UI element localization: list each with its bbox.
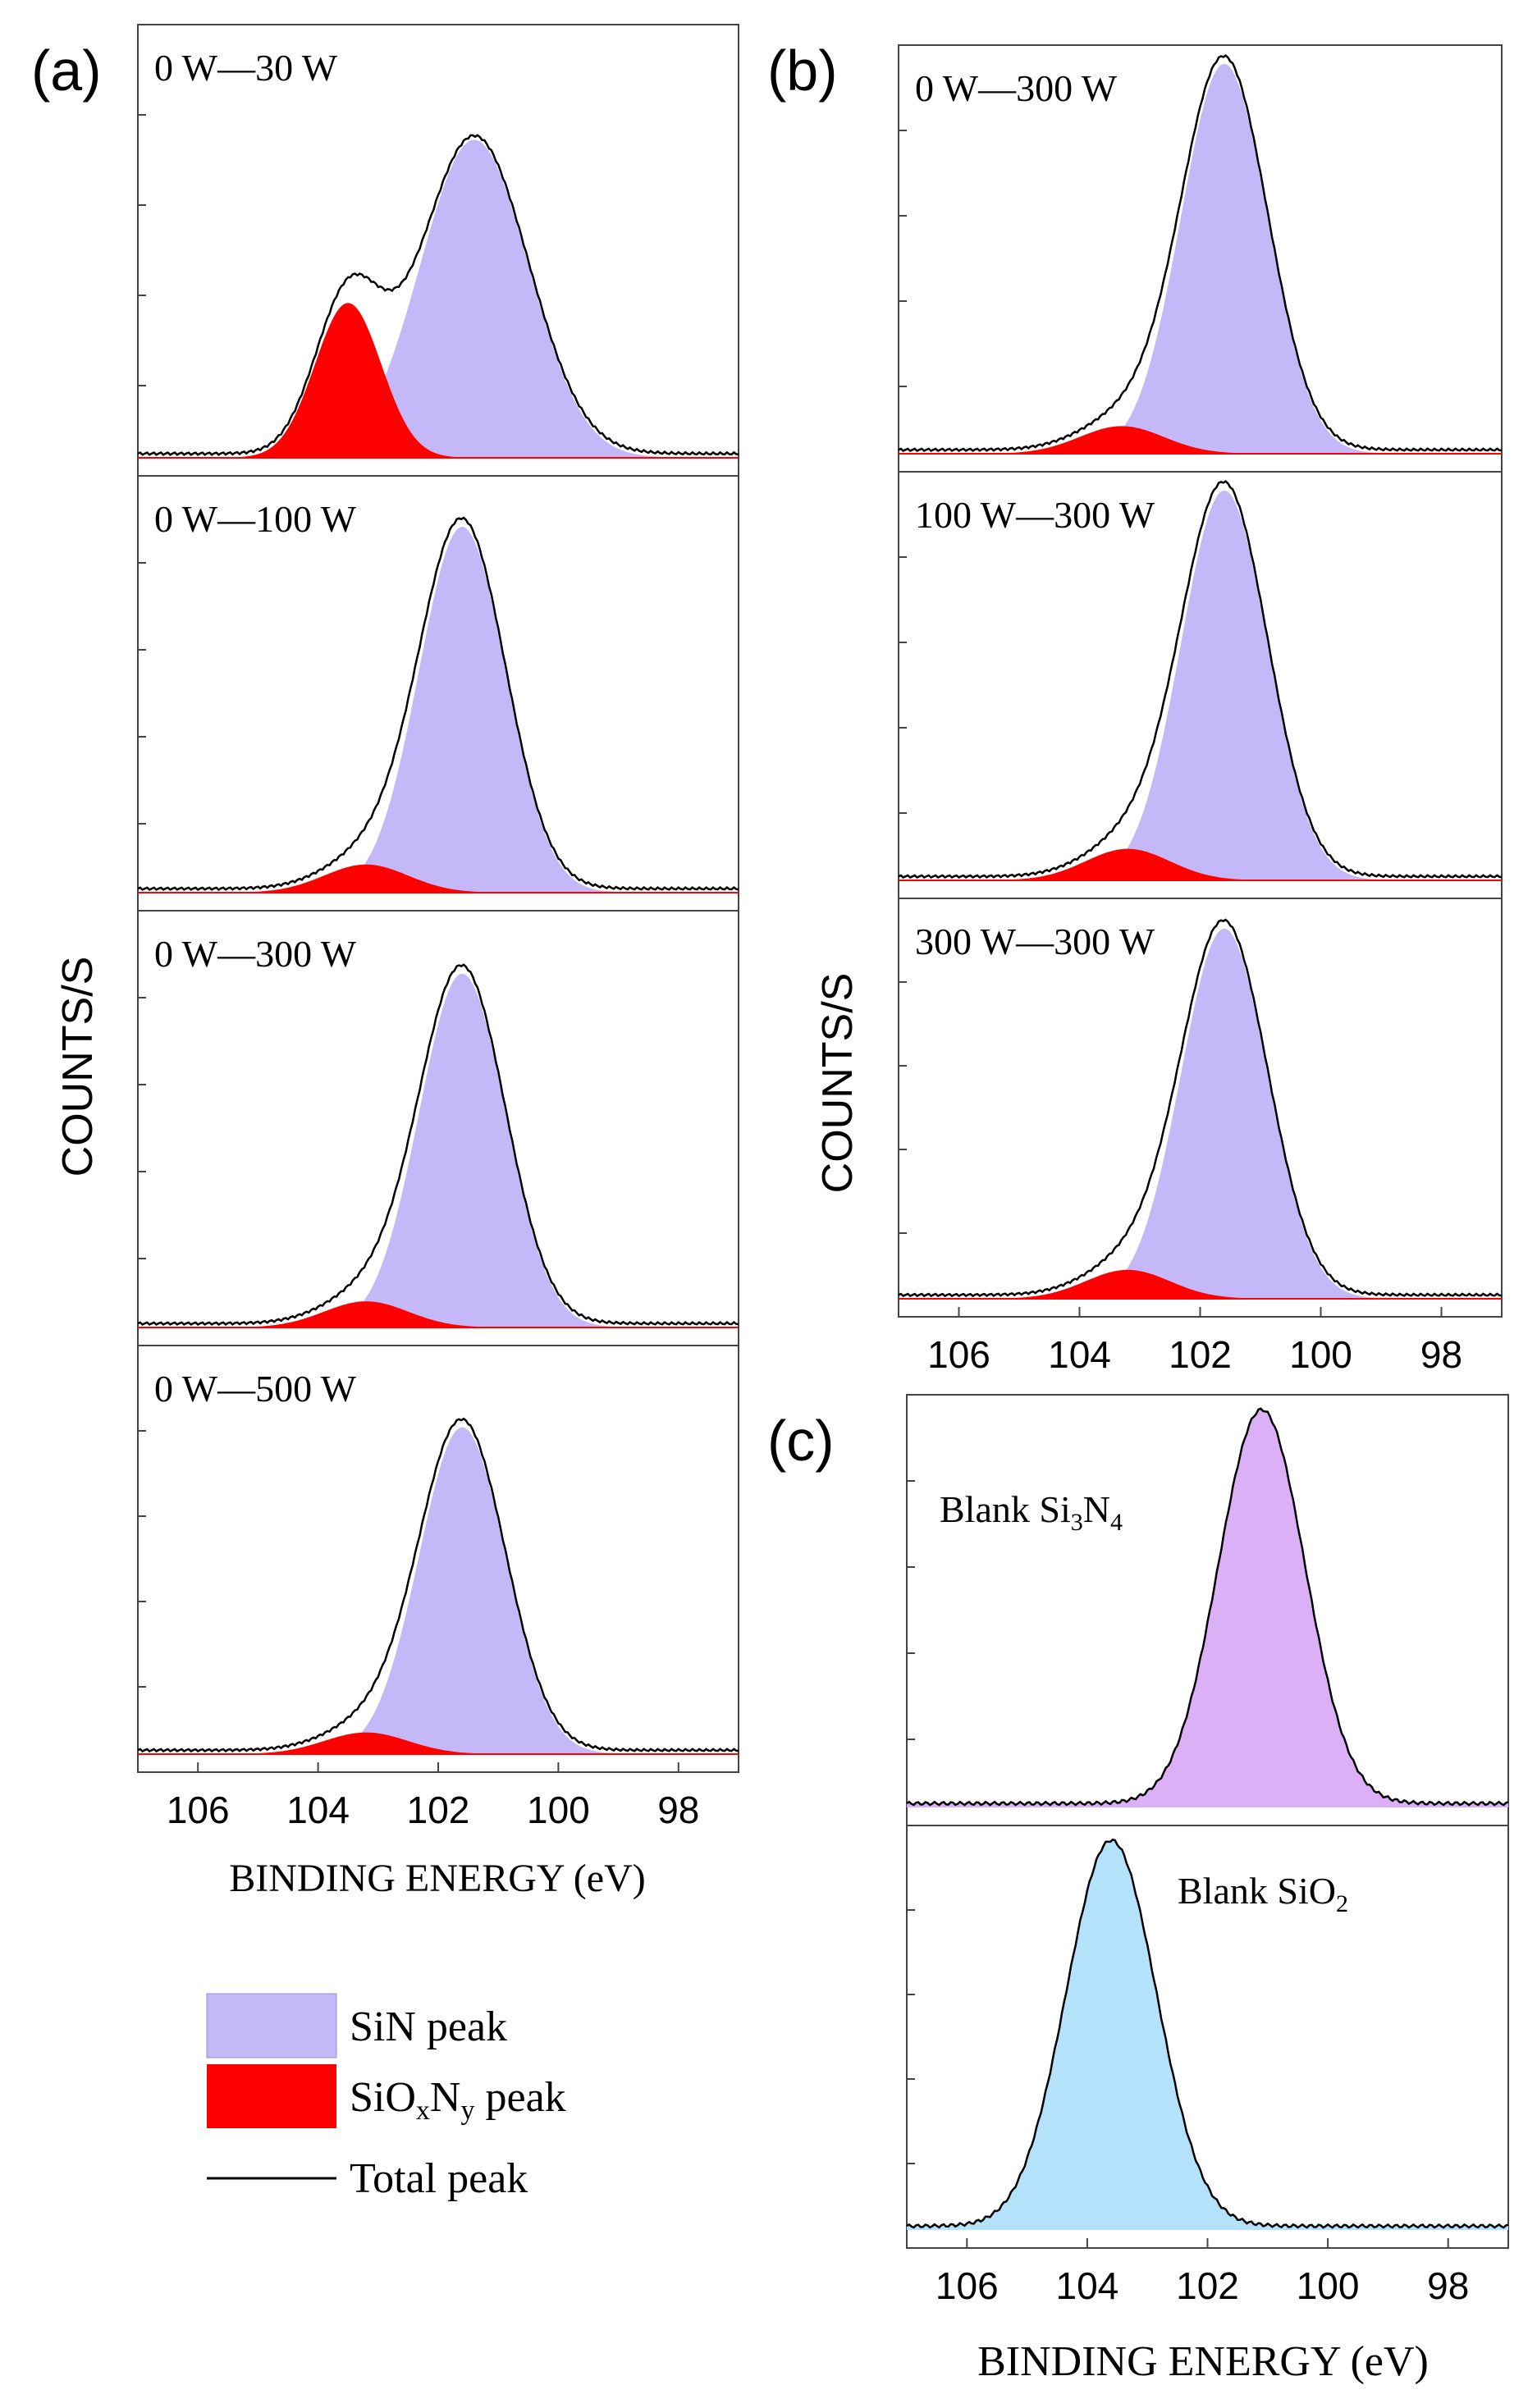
legend: SiN peak SiOxNy peak Total peak: [206, 1993, 566, 2202]
x-tick-label: 100: [1289, 1333, 1352, 1376]
subplot-4: 0 W—500 W 106 104 102 100 98: [137, 1345, 739, 1831]
sioxny-peak-area: [138, 864, 739, 893]
x-tick-label: 102: [407, 1789, 470, 1831]
x-tick-label: 106: [167, 1789, 230, 1831]
subplot-2: 0 W—100 W: [137, 475, 739, 912]
x-tick-label: 104: [1048, 1333, 1111, 1376]
legend-label-total: Total peak: [350, 2155, 528, 2202]
x-tick-label: 98: [1420, 1333, 1462, 1376]
subplot-9: Blank SiO2 106 104 102 100 98: [906, 1825, 1509, 2307]
panel-letter-c: (c): [767, 1409, 835, 1473]
subplot-1: 0 W—30 W: [137, 24, 739, 477]
subplots: 0 W—30 W 0 W—100 W 0 W—300 W 0 W—500 W 106 10…: [137, 24, 1509, 2307]
subplot-label: 100 W—300 W: [915, 494, 1155, 536]
total-peak-line: [137, 516, 739, 892]
x-tick-label: 98: [1427, 2264, 1469, 2307]
peak-area: [907, 1410, 1508, 1807]
subplot-label: Blank Si3N4: [940, 1488, 1123, 1536]
total-peak-line: [137, 134, 739, 456]
sin-peak-area: [899, 490, 1502, 880]
y-axis-label-a: COUNTS/S: [54, 957, 102, 1177]
sioxny-peak-area: [138, 1732, 739, 1754]
x-axis-label-a: BINDING ENERGY (eV): [229, 1857, 645, 1900]
plot-frame: [906, 1825, 1509, 2249]
sioxny-peak-area: [899, 1269, 1502, 1299]
x-tick-label: 104: [286, 1789, 350, 1831]
sin-peak-area: [899, 928, 1502, 1299]
subplot-8: Blank Si3N4: [906, 1394, 1509, 1826]
subplot-7: 300 W—300 W 106 104 102 100 98: [898, 898, 1503, 1376]
total-peak-line: [137, 963, 739, 1327]
peak-area: [907, 1840, 1508, 2230]
x-tick-label: 106: [927, 1333, 990, 1376]
sioxny-peak-area: [138, 1301, 739, 1327]
sin-peak-area: [138, 973, 739, 1327]
x-tick-label: 100: [527, 1789, 590, 1831]
peak-line: [906, 1407, 1509, 1807]
legend-swatch-sioxny: [207, 2064, 336, 2128]
total-peak-line: [898, 918, 1503, 1298]
sin-peak-area: [138, 527, 739, 893]
peak-line: [906, 1838, 1509, 2229]
total-peak-line: [898, 54, 1503, 453]
legend-label-sin: SiN peak: [350, 2004, 507, 2050]
sin-peak-area: [138, 139, 739, 458]
x-tick-label: 100: [1297, 2264, 1360, 2307]
subplot-label: 0 W—300 W: [154, 933, 357, 975]
y-axis-label-b: COUNTS/S: [814, 973, 862, 1194]
total-peak-line: [137, 1417, 739, 1753]
legend-label-sioxny: SiOxNy peak: [350, 2074, 566, 2126]
total-peak-line: [898, 480, 1503, 880]
subplot-label: 0 W—300 W: [915, 67, 1118, 109]
panel-letter-a: (a): [31, 39, 102, 103]
x-tick-label: 104: [1056, 2264, 1119, 2307]
subplot-label: 300 W—300 W: [915, 921, 1155, 962]
subplot-label: Blank SiO2: [1178, 1870, 1348, 1917]
sin-peak-area: [138, 1427, 739, 1754]
panel-letter-b: (b): [767, 39, 838, 103]
sin-peak-area: [899, 63, 1502, 455]
subplot-label: 0 W—30 W: [154, 47, 338, 89]
subplot-3: 0 W—300 W: [137, 910, 739, 1346]
sioxny-peak-area: [899, 848, 1502, 880]
legend-swatch-sin: [206, 1993, 337, 2058]
x-tick-label: 102: [1169, 1333, 1232, 1376]
x-tick-label: 98: [657, 1789, 699, 1831]
x-axis-label-c: BINDING ENERGY (eV): [977, 2338, 1429, 2385]
subplot-label: 0 W—500 W: [154, 1368, 357, 1410]
subplot-5: 0 W—300 W: [898, 44, 1503, 473]
x-tick-label: 102: [1176, 2264, 1239, 2307]
subplot-label: 0 W—100 W: [154, 498, 357, 540]
x-tick-label: 106: [935, 2264, 999, 2307]
subplot-6: 100 W—300 W: [898, 471, 1503, 899]
